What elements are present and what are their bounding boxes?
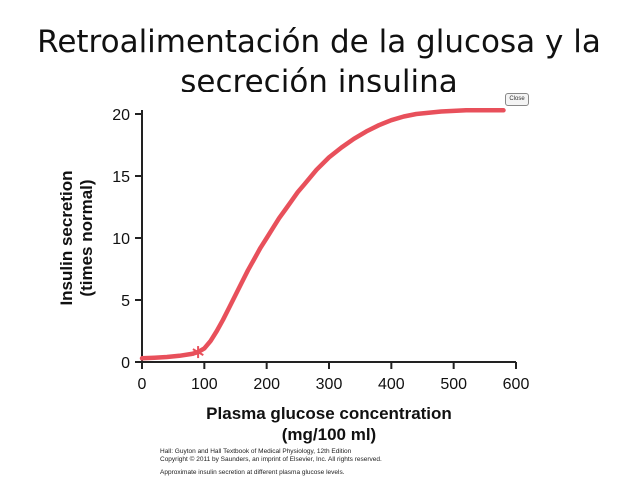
x-axis-unit: (mg/100 ml) bbox=[282, 425, 376, 444]
x-tick-label: 0 bbox=[138, 376, 147, 393]
x-tick-label: 300 bbox=[316, 376, 343, 393]
credit-copyright: Copyright © 2011 by Saunders, an imprint… bbox=[160, 456, 382, 463]
y-tick-label: 15 bbox=[112, 169, 130, 186]
y-tick-label: 0 bbox=[121, 355, 130, 372]
figure-caption: Approximate insulin secretion at differe… bbox=[160, 469, 345, 476]
x-tick-label: 200 bbox=[253, 376, 280, 393]
y-tick-label: 10 bbox=[112, 231, 130, 248]
insulin-curve bbox=[139, 108, 506, 361]
x-tick-label: 500 bbox=[440, 376, 467, 393]
y-tick-label: 5 bbox=[121, 293, 130, 310]
y-axis-unit: (times normal) bbox=[77, 179, 96, 296]
y-tick-label: 20 bbox=[112, 107, 130, 124]
chart-axes bbox=[141, 110, 516, 363]
x-tick-label: 600 bbox=[503, 376, 530, 393]
asterisk-marker bbox=[192, 346, 204, 359]
x-tick-label: 400 bbox=[378, 376, 405, 393]
slide-title: Retroalimentación de la glucosa y la sec… bbox=[37, 24, 601, 92]
x-axis-label: Plasma glucose concentration bbox=[206, 404, 452, 423]
chart-series bbox=[139, 108, 506, 361]
x-tick-label: 100 bbox=[191, 376, 218, 393]
y-axis-label: Insulin secretion bbox=[57, 170, 76, 305]
close-button[interactable]: Close bbox=[505, 93, 529, 106]
credit-source: Hall: Guyton and Hall Textbook of Medica… bbox=[160, 448, 352, 455]
asterisk-stroke bbox=[192, 348, 204, 356]
